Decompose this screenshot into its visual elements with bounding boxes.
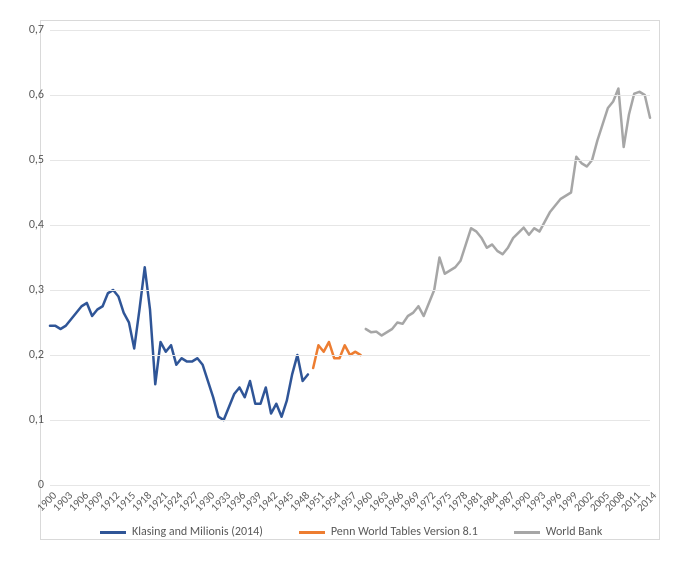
legend-item-klasing: Klasing and Milionis (2014) — [100, 525, 263, 539]
legend-swatch-worldbank — [514, 531, 540, 534]
chart-container: 00,10,20,30,40,50,60,7190019031906190919… — [0, 0, 685, 569]
gridline — [50, 485, 650, 486]
legend: Klasing and Milionis (2014) Penn World T… — [100, 525, 602, 539]
chart-svg — [50, 30, 650, 485]
legend-label-klasing: Klasing and Milionis (2014) — [132, 525, 263, 539]
gridline — [50, 160, 650, 161]
legend-label-pwt: Penn World Tables Version 8.1 — [331, 525, 478, 539]
gridline — [50, 95, 650, 96]
y-tick-label: 0,2 — [29, 348, 50, 362]
series-worldbank — [366, 89, 650, 336]
gridline — [50, 290, 650, 291]
plot-area: 00,10,20,30,40,50,60,7190019031906190919… — [50, 30, 650, 485]
gridline — [50, 225, 650, 226]
legend-label-worldbank: World Bank — [546, 525, 603, 539]
y-tick-label: 0,5 — [29, 153, 50, 167]
legend-item-worldbank: World Bank — [514, 525, 603, 539]
gridline — [50, 30, 650, 31]
y-tick-label: 0,4 — [29, 218, 50, 232]
gridline — [50, 420, 650, 421]
legend-swatch-klasing — [100, 531, 126, 534]
y-tick-label: 0,7 — [29, 23, 50, 37]
gridline — [50, 355, 650, 356]
legend-swatch-pwt — [299, 531, 325, 534]
y-tick-label: 0,6 — [29, 88, 50, 102]
y-tick-label: 0,1 — [29, 413, 50, 427]
legend-item-pwt: Penn World Tables Version 8.1 — [299, 525, 478, 539]
y-tick-label: 0,3 — [29, 283, 50, 297]
